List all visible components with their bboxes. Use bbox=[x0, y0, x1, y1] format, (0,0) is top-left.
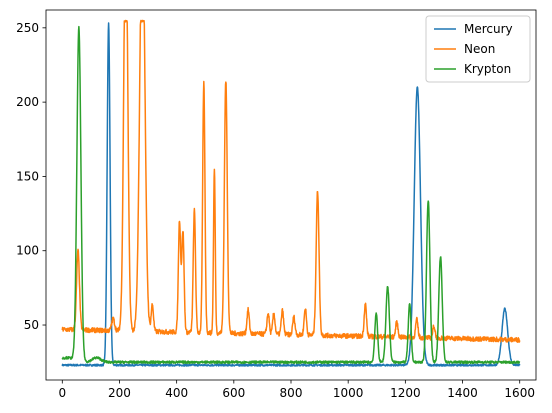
x-tick-label: 200 bbox=[108, 386, 131, 400]
series-layer bbox=[61, 19, 521, 367]
legend-label-neon: Neon bbox=[464, 42, 495, 56]
y-tick-label: 250 bbox=[16, 21, 39, 35]
x-tick-label: 1000 bbox=[333, 386, 364, 400]
legend: Mercury Neon Krypton bbox=[425, 15, 531, 83]
legend-label-mercury: Mercury bbox=[464, 22, 513, 36]
x-tick-label: 1600 bbox=[504, 386, 535, 400]
ticks-layer: 0 200 400 600 800 1000 1200 1400 1600 50 100 150 200… bbox=[16, 21, 535, 400]
y-tick-label: 50 bbox=[24, 318, 39, 332]
legend-label-krypton: Krypton bbox=[464, 62, 511, 76]
x-tick-label: 400 bbox=[165, 386, 188, 400]
y-tick-label: 100 bbox=[16, 244, 39, 258]
y-tick-label: 150 bbox=[16, 169, 39, 183]
x-tick-label: 1200 bbox=[390, 386, 421, 400]
y-tick-label: 200 bbox=[16, 95, 39, 109]
legend-box bbox=[425, 15, 531, 83]
x-tick-label: 1400 bbox=[447, 386, 478, 400]
x-tick-label: 800 bbox=[280, 386, 303, 400]
series-line-krypton bbox=[61, 25, 521, 365]
x-tick-label: 600 bbox=[222, 386, 245, 400]
series-line-mercury bbox=[61, 22, 521, 367]
x-tick-label: 0 bbox=[58, 386, 66, 400]
